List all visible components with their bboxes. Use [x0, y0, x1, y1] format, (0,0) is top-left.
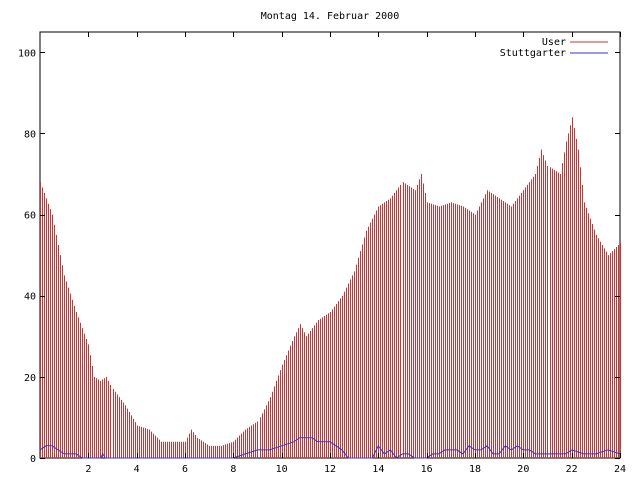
user-series-bars — [40, 117, 621, 458]
legend-label-user: User — [542, 37, 566, 48]
legend-label-stuttgarter: Stuttgarter — [500, 48, 566, 59]
y-tick-label: 20 — [24, 373, 36, 384]
x-tick-label: 12 — [324, 464, 336, 475]
x-tick-label: 6 — [182, 464, 188, 475]
x-tick-label: 24 — [614, 464, 626, 475]
x-tick-label: 16 — [421, 464, 433, 475]
chart-title: Montag 14. Februar 2000 — [261, 11, 399, 22]
y-axis-ticks: 0 20 40 60 80 100 — [18, 48, 620, 465]
x-tick-label: 8 — [230, 464, 236, 475]
stuttgarter-series-line — [39, 437, 621, 459]
y-tick-label: 100 — [18, 48, 36, 59]
y-tick-label: 80 — [24, 129, 36, 140]
x-tick-label: 2 — [85, 464, 91, 475]
x-tick-label: 4 — [134, 464, 140, 475]
x-axis-ticks: 2 4 6 8 10 12 14 16 18 20 22 24 — [85, 32, 626, 475]
x-tick-label: 14 — [372, 464, 384, 475]
x-tick-label: 10 — [276, 464, 288, 475]
y-tick-label: 0 — [30, 454, 36, 465]
y-tick-label: 60 — [24, 211, 36, 222]
x-tick-label: 18 — [469, 464, 481, 475]
y-tick-label: 40 — [24, 292, 36, 303]
x-tick-label: 20 — [517, 464, 529, 475]
legend: User Stuttgarter — [500, 37, 608, 59]
x-tick-label: 22 — [566, 464, 578, 475]
